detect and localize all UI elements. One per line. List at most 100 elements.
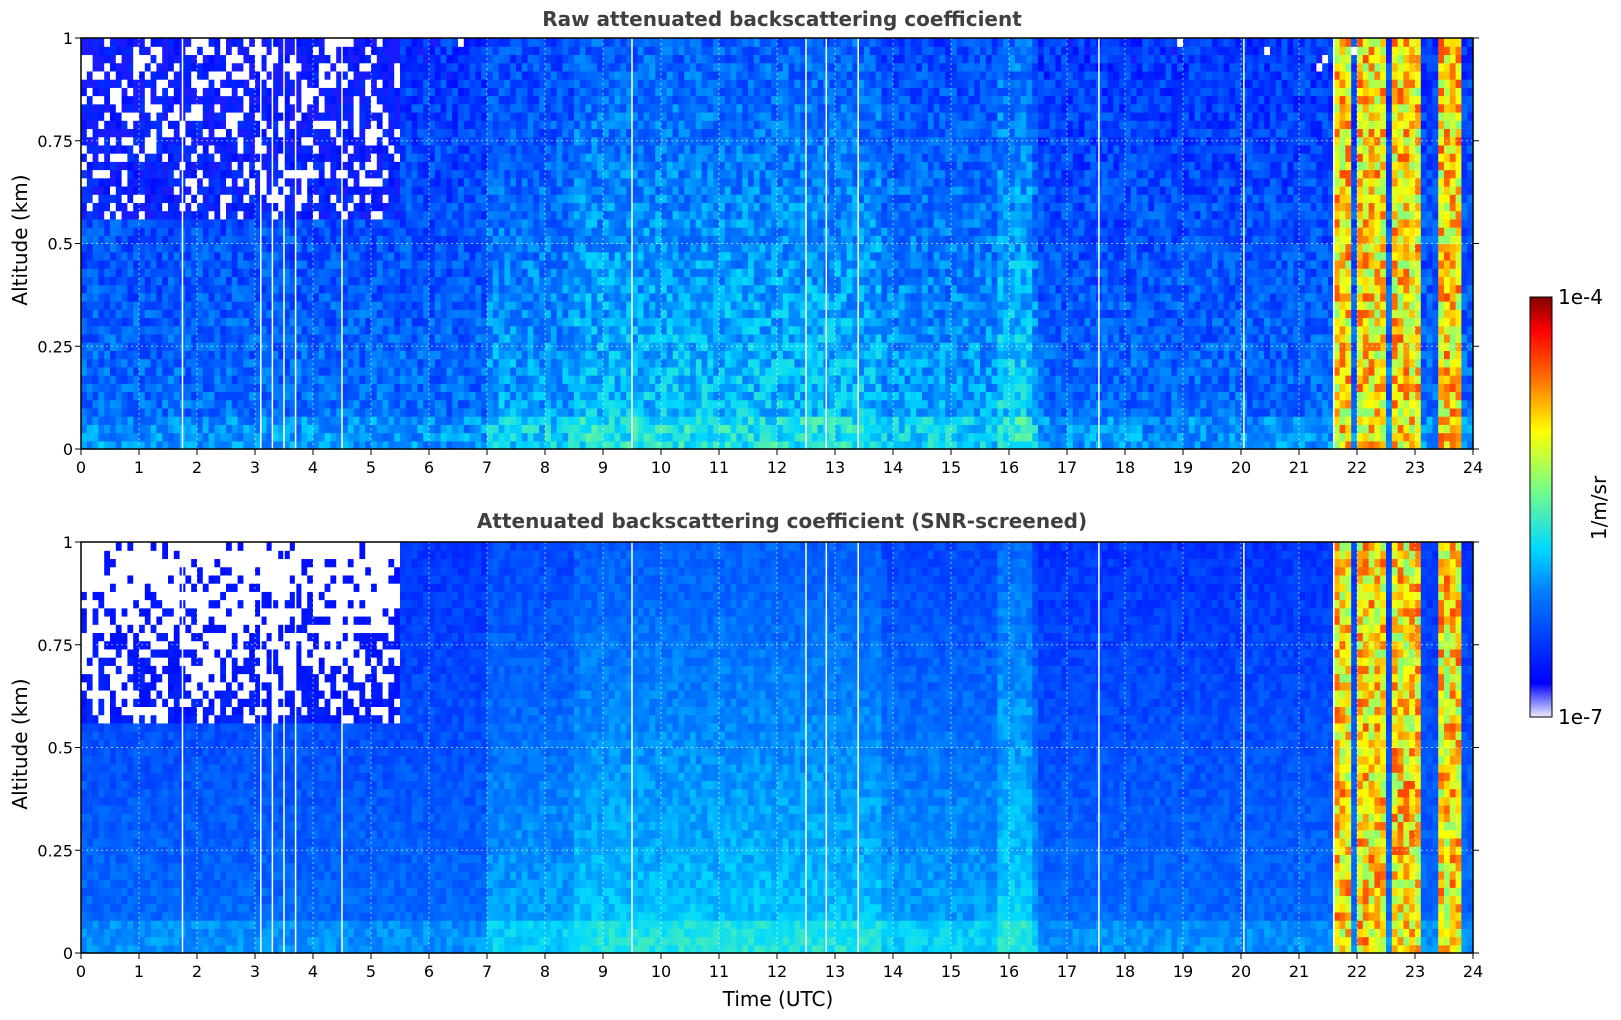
heatmap-cell [1235, 375, 1242, 384]
heatmap-cell [1380, 284, 1387, 294]
heatmap-cell [980, 276, 987, 286]
heatmap-cell [191, 350, 198, 360]
heatmap-cell [881, 292, 888, 302]
heatmap-cell [1165, 440, 1172, 450]
heatmap-cell [701, 276, 708, 286]
heatmap-cell [811, 358, 819, 368]
heatmap-cell [782, 440, 790, 450]
heatmap-cell [1229, 432, 1236, 442]
heatmap-cell [1357, 440, 1364, 450]
heatmap-cell [237, 333, 244, 343]
heatmap-cell [632, 432, 639, 442]
heatmap-cell [904, 391, 911, 401]
heatmap-cell [434, 432, 442, 442]
heatmap-cell [382, 325, 389, 335]
heatmap-cell [1043, 407, 1051, 417]
heatmap-cell [510, 375, 517, 384]
heatmap-cell [1258, 292, 1265, 302]
heatmap-cell [115, 399, 123, 409]
heatmap-cell [887, 350, 894, 360]
heatmap-cell [110, 424, 117, 434]
heatmap-cell [150, 424, 157, 434]
heatmap-cell [1386, 399, 1393, 409]
heatmap-cell [301, 284, 308, 294]
heatmap-cell [272, 317, 279, 327]
heatmap-cell [237, 399, 244, 409]
heatmap-cell [858, 424, 865, 434]
heatmap-cell [788, 317, 795, 327]
heatmap-cell [1206, 350, 1213, 360]
heatmap-cell [382, 301, 389, 310]
heatmap-cell [771, 383, 778, 393]
heatmap-cell [945, 317, 952, 327]
heatmap-cell [1206, 375, 1213, 384]
heatmap-cell [632, 366, 639, 376]
heatmap-cell [318, 292, 326, 302]
heatmap-cell [672, 342, 679, 351]
heatmap-cell [753, 325, 761, 335]
heatmap-cell [191, 391, 198, 401]
heatmap-cell [1339, 383, 1346, 393]
heatmap-cell [788, 358, 795, 368]
heatmap-cell [243, 325, 250, 335]
heatmap-cell [463, 301, 471, 310]
heatmap-cell [1142, 342, 1149, 351]
heatmap-cell [440, 292, 447, 302]
heatmap-cell [1003, 416, 1010, 425]
heatmap-cell [1275, 391, 1283, 401]
heatmap-cell [469, 284, 476, 294]
heatmap-cell [730, 325, 737, 335]
heatmap-cell [742, 284, 749, 294]
heatmap-cell [1351, 432, 1358, 442]
heatmap-cell [429, 424, 436, 434]
heatmap-cell [1235, 325, 1242, 335]
heatmap-cell [1165, 399, 1172, 409]
heatmap-cell [487, 391, 494, 401]
heatmap-cell [771, 432, 778, 442]
heatmap-cell [858, 358, 865, 368]
heatmap-cell [1438, 309, 1445, 319]
heatmap-cell [382, 440, 389, 450]
heatmap-cell [1229, 424, 1236, 434]
heatmap-cell [394, 358, 401, 368]
heatmap-cell [1142, 317, 1149, 327]
heatmap-cell [620, 342, 627, 351]
heatmap-cell [858, 350, 865, 360]
heatmap-cell [458, 325, 465, 335]
heatmap-cell [748, 375, 755, 384]
heatmap-cell [939, 284, 946, 294]
heatmap-cell [962, 301, 969, 310]
heatmap-cell [1432, 325, 1439, 335]
heatmap-cell [643, 333, 650, 343]
heatmap-cell [1067, 399, 1074, 409]
heatmap-cell [237, 317, 244, 327]
heatmap-cell [608, 399, 616, 409]
heatmap-cell [997, 276, 1004, 286]
heatmap-cell [458, 301, 465, 310]
heatmap-cell [777, 366, 784, 376]
heatmap-cell [1397, 350, 1404, 360]
heatmap-cell [1212, 407, 1219, 417]
heatmap-cell [1206, 366, 1213, 376]
heatmap-cell [649, 358, 656, 368]
heatmap-cell [1258, 424, 1265, 434]
heatmap-cell [1281, 440, 1288, 450]
heatmap-cell [1171, 366, 1178, 376]
heatmap-cell [1194, 350, 1201, 360]
heatmap-cell [1130, 284, 1138, 294]
heatmap-cell [429, 432, 436, 442]
heatmap-cell [1455, 391, 1462, 401]
heatmap-cell [562, 276, 569, 286]
heatmap-cell [168, 350, 175, 360]
heatmap-cell [330, 407, 337, 417]
heatmap-cell [637, 317, 645, 327]
heatmap-cell [1333, 432, 1341, 442]
heatmap-cell [655, 424, 662, 434]
heatmap-cell [342, 407, 349, 417]
heatmap-cell [400, 325, 407, 335]
heatmap-cell [1415, 284, 1422, 294]
heatmap-cell [1293, 391, 1300, 401]
heatmap-cell [104, 424, 111, 434]
heatmap-cell [284, 276, 291, 286]
heatmap-cell [144, 416, 152, 425]
